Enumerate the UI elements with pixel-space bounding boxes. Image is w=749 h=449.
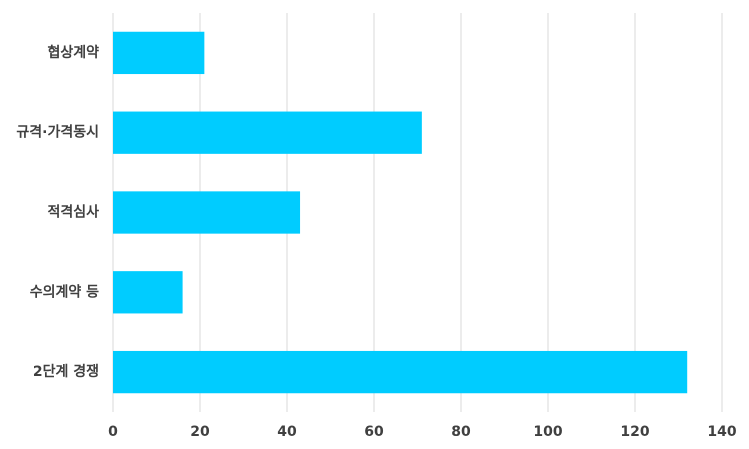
x-tick-label: 40: [277, 424, 297, 440]
bar: [113, 31, 205, 75]
y-tick-label: 수의계약 등: [30, 283, 99, 300]
x-tick-label: 120: [620, 424, 649, 440]
bar: [113, 271, 183, 314]
x-tick-label: 0: [108, 424, 118, 440]
y-tick-label: 적격심사: [47, 204, 99, 221]
bar: [113, 191, 301, 234]
y-tick-label: 2단계 경쟁: [33, 363, 99, 380]
x-tick-label: 80: [451, 424, 471, 440]
x-tick-label: 60: [364, 424, 384, 440]
bar: [113, 111, 422, 154]
y-tick-label: 협상계약: [47, 44, 99, 61]
x-tick-label: 20: [190, 424, 210, 440]
bar: [113, 350, 688, 394]
x-tick-label: 100: [533, 424, 562, 440]
y-tick-label: 규격·가격동시: [16, 124, 99, 141]
x-tick-label: 140: [707, 424, 736, 440]
